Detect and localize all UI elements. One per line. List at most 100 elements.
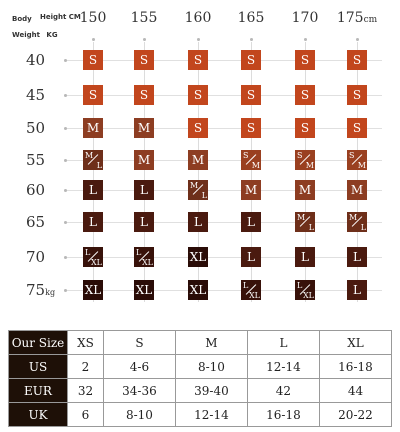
- size-table-cell: 8-10: [174, 354, 248, 379]
- size-cell: XL: [83, 280, 103, 300]
- height-column-170: 170: [275, 10, 335, 26]
- weight-marker-dot: [64, 159, 67, 162]
- weight-marker-dot: [64, 127, 67, 130]
- height-column-160: 160: [168, 10, 228, 26]
- height-marker-dot: [142, 38, 146, 41]
- size-cell: L: [134, 180, 154, 200]
- size-cell: XL: [188, 280, 208, 300]
- size-cell-lower: L: [308, 223, 314, 232]
- size-cell-lower: XL: [302, 291, 314, 300]
- weight-marker-dot: [64, 221, 67, 224]
- weight-unit: kg: [45, 288, 56, 297]
- size-cell-label: M: [137, 121, 151, 135]
- size-cell-label: L: [353, 283, 361, 297]
- body-label: Body: [12, 15, 32, 23]
- weight-value: 60: [26, 181, 46, 199]
- grid-horizontal-line: [64, 190, 382, 191]
- size-cell: L: [134, 212, 154, 232]
- weight-marker-dot: [64, 289, 67, 292]
- size-cell-label: M: [86, 121, 100, 135]
- size-cell-label: S: [300, 88, 310, 102]
- size-cell-label: M: [244, 183, 258, 197]
- size-cell: L: [347, 280, 367, 300]
- size-cell-label: S: [300, 53, 310, 67]
- size-cell-lower: XL: [141, 258, 153, 267]
- size-cell-upper: S: [297, 151, 303, 160]
- height-column-175: 175cm: [327, 10, 387, 26]
- weight-value: 55: [26, 151, 46, 169]
- size-cell-label: L: [247, 250, 255, 264]
- grid-horizontal-line: [64, 128, 382, 129]
- size-cell-label: M: [298, 183, 312, 197]
- size-table-cell: 6: [67, 402, 104, 427]
- size-cell-label: L: [89, 215, 97, 229]
- size-cell: S: [347, 118, 367, 138]
- grid-horizontal-line: [64, 222, 382, 223]
- size-cell-label: S: [246, 121, 256, 135]
- size-cell: S: [347, 85, 367, 105]
- size-table-cell: 32: [67, 378, 104, 403]
- size-table-cell: 8-10: [102, 402, 176, 427]
- size-cell-label: L: [140, 215, 148, 229]
- size-cell: L: [295, 247, 315, 267]
- weight-row-45: 45: [26, 86, 62, 104]
- size-cell: S: [134, 85, 154, 105]
- size-cell-label: L: [301, 250, 309, 264]
- size-cell-lower: M: [305, 161, 314, 170]
- size-cell: XL: [134, 280, 154, 300]
- height-marker-dot: [196, 38, 200, 41]
- size-cell-label: S: [88, 53, 98, 67]
- size-cell: L XL: [134, 247, 154, 267]
- size-cell: S: [241, 118, 261, 138]
- grid-horizontal-line: [64, 290, 382, 291]
- size-cell-label: S: [139, 88, 149, 102]
- size-table-header-cell: L: [246, 330, 320, 355]
- size-cell-label: S: [352, 88, 362, 102]
- size-cell-label: L: [194, 215, 202, 229]
- size-cell-lower: L: [201, 191, 207, 200]
- size-cell: S: [241, 85, 261, 105]
- weight-word: Weight: [12, 31, 40, 39]
- size-cell-upper: M: [85, 151, 94, 160]
- weight-value: 45: [26, 86, 46, 104]
- size-cell: L: [83, 212, 103, 232]
- weight-row-60: 60: [26, 181, 62, 199]
- weight-value: 40: [26, 51, 46, 69]
- size-cell-label: S: [88, 88, 98, 102]
- weight-label: Weight KG: [12, 31, 58, 39]
- size-cell-label: M: [191, 153, 205, 167]
- height-value: 155: [130, 10, 158, 26]
- size-cell-label: XL: [135, 283, 153, 297]
- size-table-row: UK 6 8-10 12-14 16-18 20-22: [8, 402, 393, 427]
- size-cell-label: S: [300, 121, 310, 135]
- size-table-region-label: UK: [8, 402, 68, 427]
- weight-value: 65: [26, 213, 46, 231]
- size-cell-label: S: [246, 53, 256, 67]
- size-cell-lower: XL: [248, 291, 260, 300]
- height-marker-dot: [91, 38, 95, 41]
- size-cell: S: [83, 85, 103, 105]
- size-cell-upper: L: [297, 281, 303, 290]
- size-cell-upper: M: [297, 213, 306, 222]
- grid-vertical-line: [198, 42, 199, 302]
- size-cell: M: [347, 180, 367, 200]
- size-table-cell: 2: [67, 354, 104, 379]
- size-cell-upper: L: [136, 248, 142, 257]
- size-cell-label: M: [137, 153, 151, 167]
- size-table-cell: 16-18: [246, 402, 320, 427]
- size-cell: M: [188, 150, 208, 170]
- height-value: 160: [184, 10, 212, 26]
- size-cell-upper: S: [349, 151, 355, 160]
- size-table-header-cell: XS: [67, 330, 104, 355]
- size-cell: XL: [188, 247, 208, 267]
- size-cell: S: [188, 85, 208, 105]
- weight-row-55: 55: [26, 151, 62, 169]
- size-cell-label: S: [246, 88, 256, 102]
- size-cell-label: XL: [189, 250, 207, 264]
- size-cell: M: [241, 180, 261, 200]
- size-cell: M: [134, 150, 154, 170]
